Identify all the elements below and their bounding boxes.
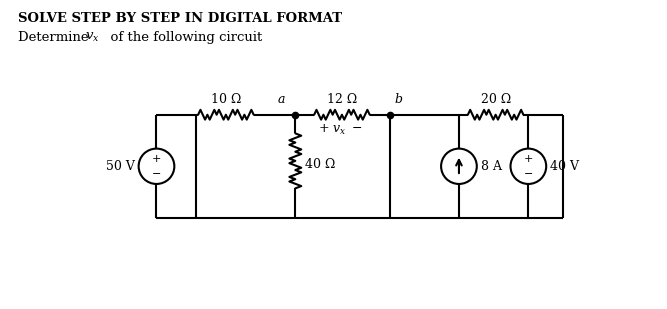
Text: 12 Ω: 12 Ω — [327, 93, 357, 106]
Text: 40 V: 40 V — [550, 160, 579, 173]
Text: a: a — [278, 93, 285, 106]
Text: −: − — [152, 169, 161, 179]
Text: +: + — [524, 154, 533, 164]
Text: 50 V: 50 V — [106, 160, 135, 173]
Text: Determine: Determine — [17, 31, 97, 44]
Text: of the following circuit: of the following circuit — [102, 31, 262, 44]
Text: $v_x$: $v_x$ — [85, 31, 99, 44]
Text: SOLVE STEP BY STEP IN DIGITAL FORMAT: SOLVE STEP BY STEP IN DIGITAL FORMAT — [17, 12, 342, 25]
Text: $+\ v_x\ -$: $+\ v_x\ -$ — [318, 123, 362, 137]
Text: 20 Ω: 20 Ω — [480, 93, 511, 106]
Text: +: + — [152, 154, 161, 164]
Text: 8 A: 8 A — [481, 160, 502, 173]
Text: 40 Ω: 40 Ω — [305, 158, 336, 171]
Text: −: − — [524, 169, 533, 179]
Text: b: b — [394, 93, 402, 106]
Text: 10 Ω: 10 Ω — [211, 93, 241, 106]
